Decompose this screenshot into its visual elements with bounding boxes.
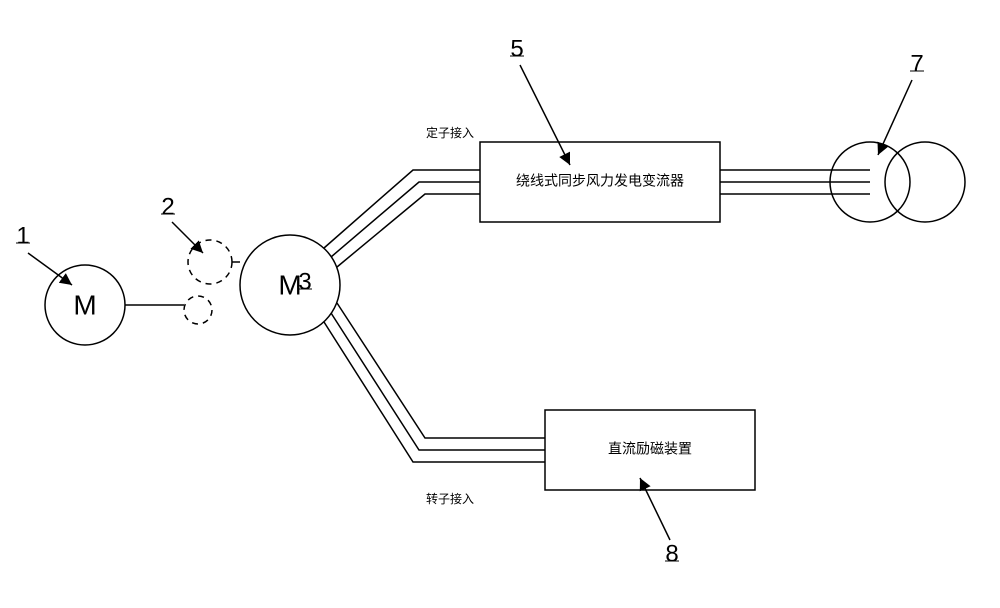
motor-m1-letter: M [73, 289, 96, 320]
rotor-wire-1 [331, 313, 545, 450]
label-l8: 8 [665, 540, 678, 567]
box-converter-text: 绕线式同步风力发电变流器 [516, 173, 684, 189]
gear-g_bottom [184, 296, 212, 324]
annotation-stator: 定子接入 [426, 125, 474, 140]
label-l7: 7 [910, 50, 923, 77]
box-exciter-text: 直流励磁装置 [608, 441, 692, 457]
label-l5: 5 [510, 35, 523, 62]
label-l1: 1 [16, 222, 29, 249]
leader-l7 [878, 80, 912, 155]
leader-l2 [172, 222, 203, 253]
label-l3: 3 [298, 268, 311, 295]
annotation-rotor: 转子接入 [426, 491, 474, 506]
transformer-coil-2 [885, 142, 965, 222]
rotor-wire-2 [324, 322, 545, 462]
label-l2: 2 [161, 193, 174, 220]
stator-wire-2 [337, 194, 480, 267]
leader-l1 [28, 253, 72, 285]
gear-g_top [188, 240, 232, 284]
